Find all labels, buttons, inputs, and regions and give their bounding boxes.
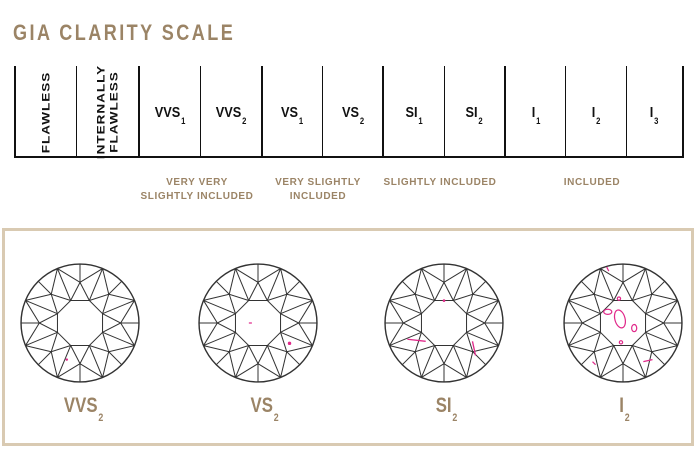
grade-vs1: VS 1	[260, 66, 322, 158]
diamond-i2-diagram	[563, 263, 683, 383]
example-label-vvs2: VVS 2	[63, 394, 104, 424]
group-label-si: SLIGHTLY INCLUDED	[383, 177, 497, 188]
grade-vvs2: VVS 2	[200, 66, 260, 158]
grade-si2: SI 2	[443, 66, 504, 158]
clarity-scale-table: FLAWLESS INTERNALLY FLAWLESS VVS 1 VVS 2 V…	[14, 65, 685, 159]
grade-flawless: FLAWLESS	[14, 66, 76, 158]
grade-internally-flawless: INTERNALLY FLAWLESS	[76, 65, 138, 159]
example-label-vs2: VS 2	[250, 394, 279, 424]
diamond-si2-diagram	[384, 263, 504, 383]
group-label-included: INCLUDED	[563, 177, 621, 188]
grade-vvs1: VVS 1	[138, 66, 200, 158]
examples-panel	[2, 228, 694, 446]
page-title: GIA CLARITY SCALE	[13, 20, 236, 45]
scale-baseline	[14, 156, 684, 158]
example-label-si2: SI 2	[435, 394, 458, 424]
diamond-vs2-diagram	[198, 263, 318, 383]
diamond-vvs2-diagram	[20, 263, 140, 383]
grade-vs2: VS 2	[321, 66, 382, 158]
grade-si1: SI 1	[382, 66, 443, 158]
group-label-vs: VERY SLIGHTLY INCLUDED	[275, 177, 361, 202]
group-label-vvs: VERY VERY SLIGHTLY INCLUDED	[140, 177, 254, 202]
